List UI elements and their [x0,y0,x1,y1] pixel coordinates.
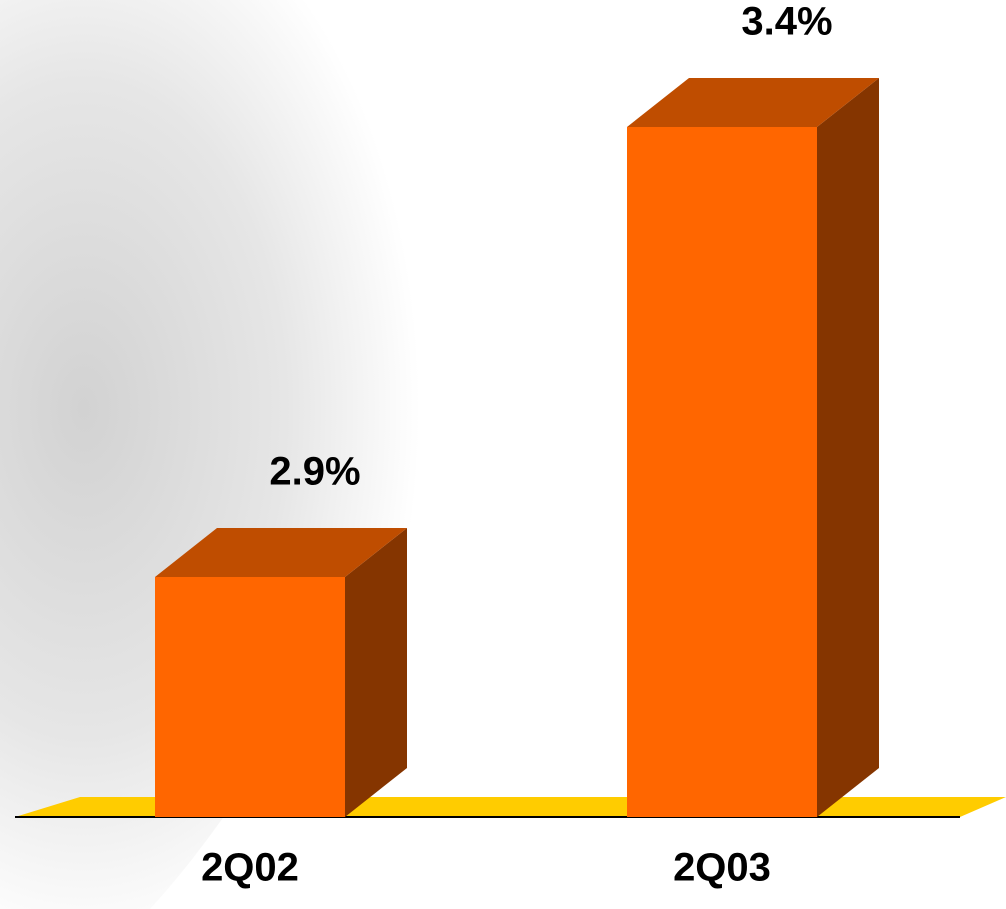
bar [155,577,345,817]
x-tick-label: 2Q02 [201,846,299,890]
bar [627,127,817,817]
bar-side [345,528,407,817]
value-label: 3.4% [741,0,832,44]
chart: 2.9% 2Q02 3.4% 2Q03 [0,0,1006,909]
bar-side [817,78,879,817]
x-tick-label: 2Q03 [673,846,771,890]
value-label: 2.9% [269,450,360,494]
